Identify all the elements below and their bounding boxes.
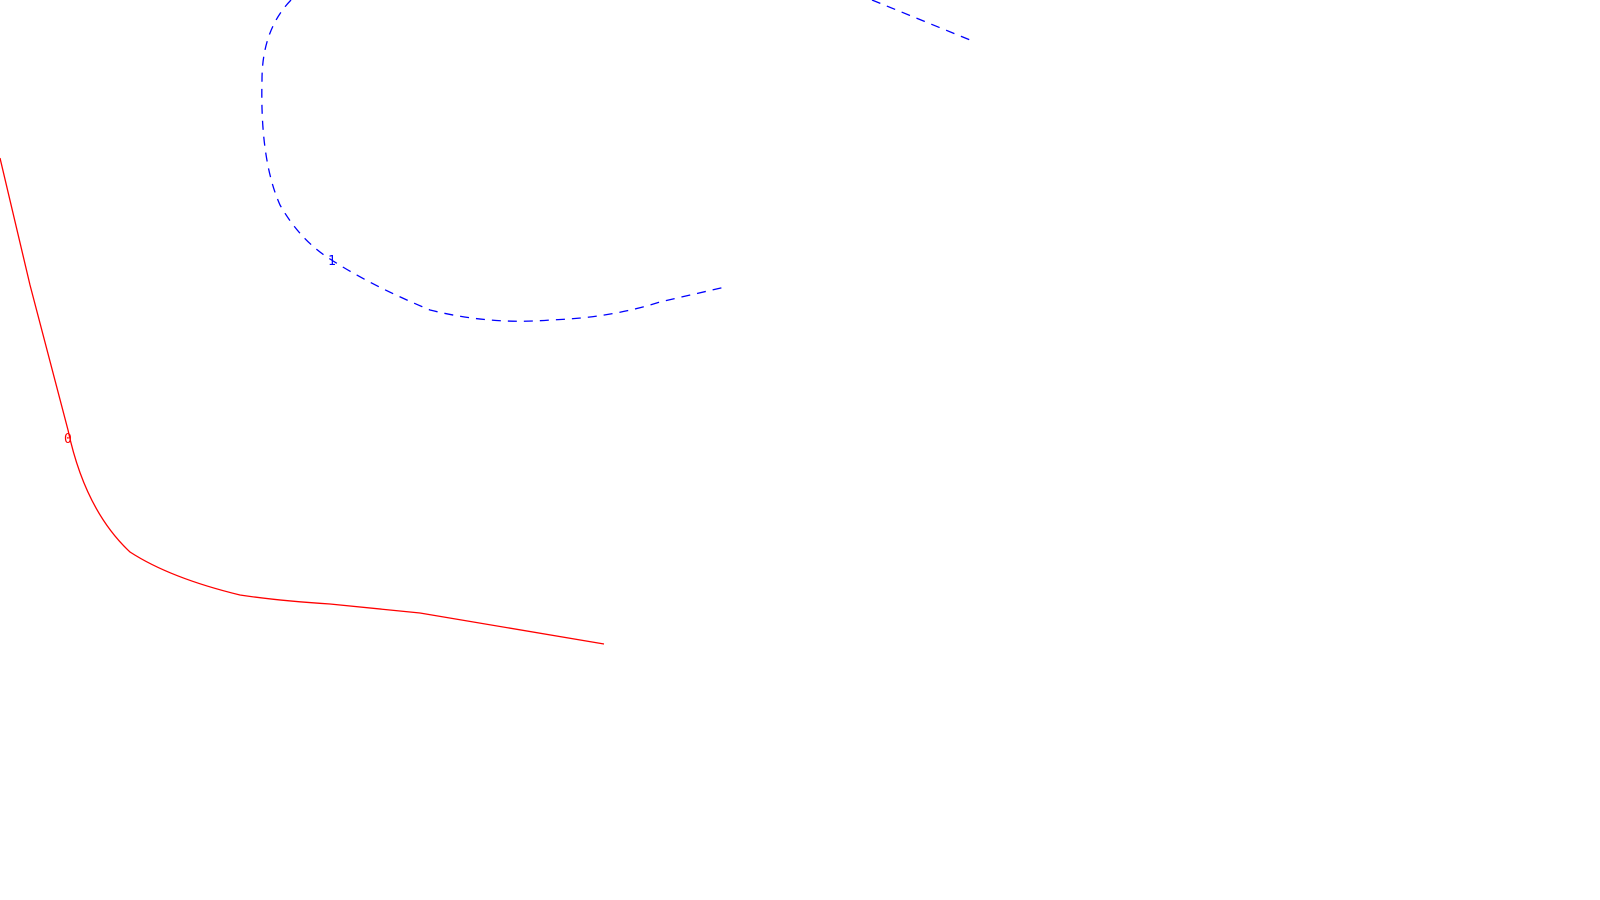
path-0-label: 0 <box>64 432 72 447</box>
path-0-curve <box>0 157 605 645</box>
path-1-curve-segment <box>871 0 976 43</box>
path-1-curve <box>261 0 726 322</box>
path-1-label: 1 <box>328 254 336 269</box>
